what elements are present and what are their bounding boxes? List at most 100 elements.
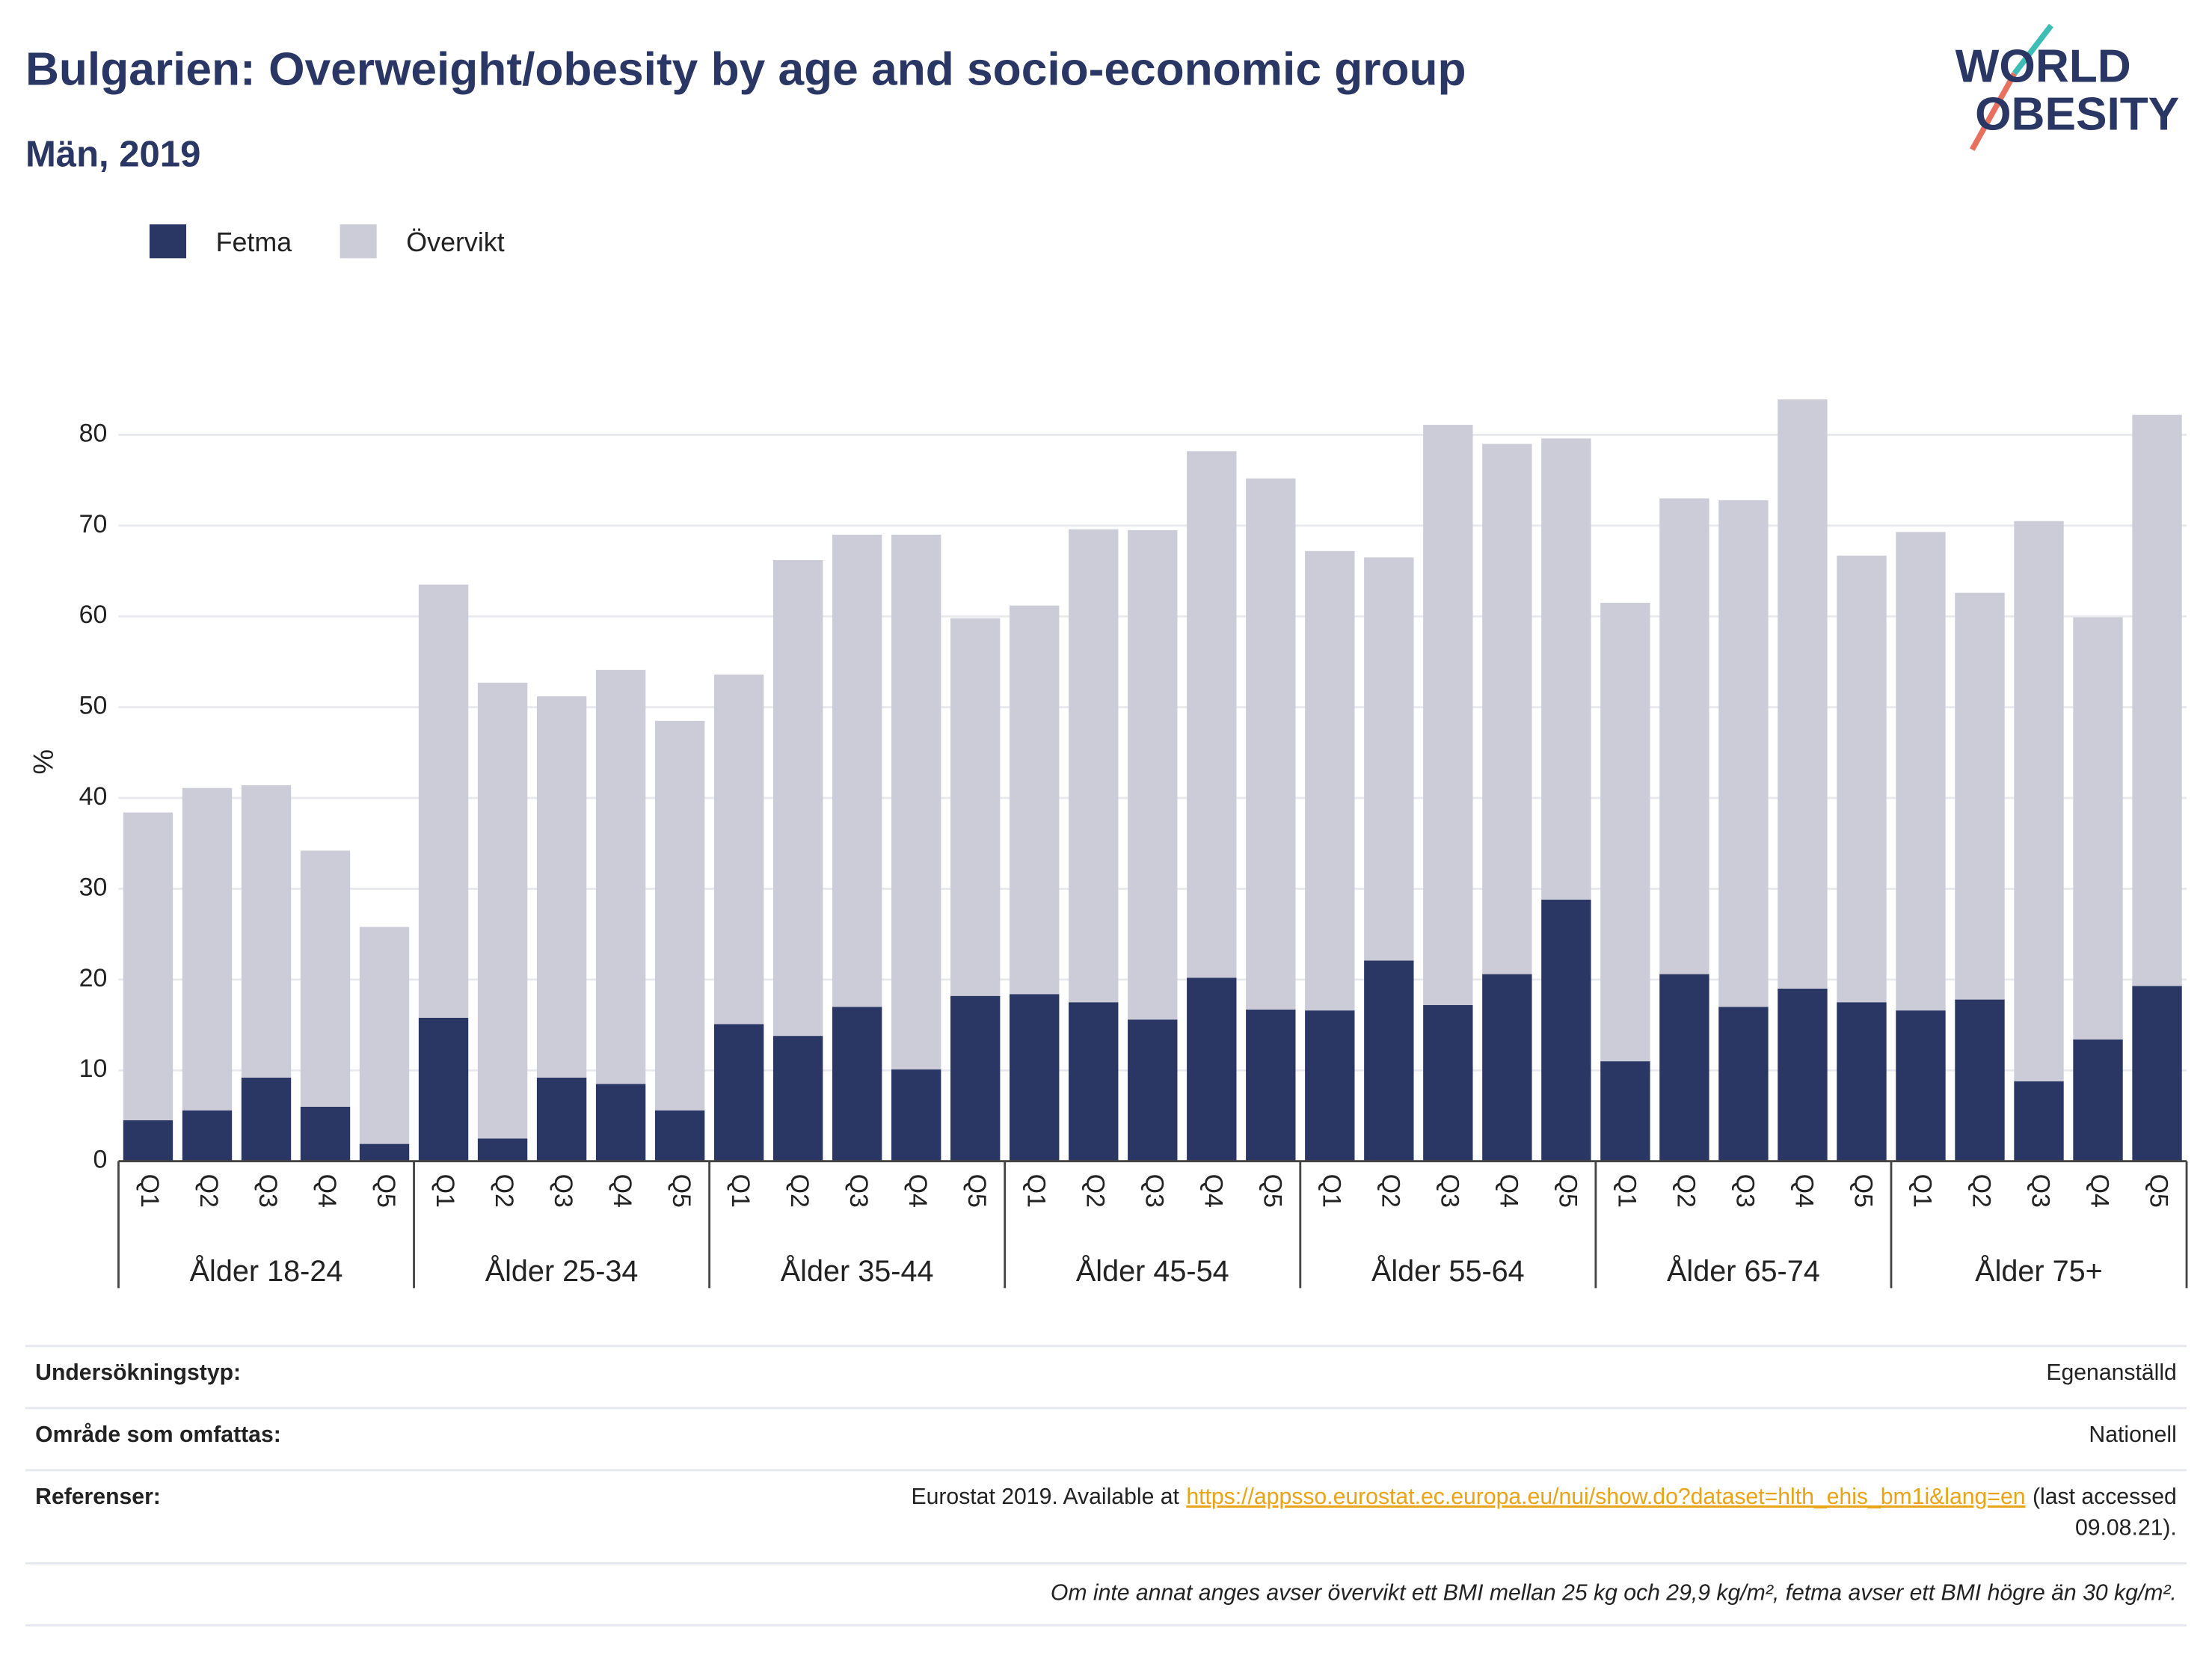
logo-slash [1970, 72, 2018, 151]
bar-segment [2073, 1039, 2123, 1161]
bar-segment [772, 559, 823, 1037]
legend-label: Övervikt [406, 227, 504, 257]
bar-segment [2014, 1081, 2064, 1161]
bar-segment [359, 927, 410, 1144]
bar-segment [536, 696, 587, 1078]
x-tick-label: Q3 [1140, 1174, 1168, 1208]
legend-label: Fetma [216, 227, 292, 257]
bar-segment [891, 534, 941, 1070]
y-tick-label: 20 [79, 964, 108, 992]
y-tick-label: 50 [79, 692, 108, 720]
footer-note: Om inte annat anges avser övervikt ett B… [1051, 1580, 2177, 1605]
chart-title: Bulgarien: Overweight/obesity by age and… [25, 43, 1466, 95]
bar-segment [241, 785, 292, 1078]
bar-segment [1837, 555, 1887, 1003]
x-tick-label: Q5 [2145, 1174, 2173, 1208]
bar-segment [654, 720, 705, 1111]
bar-segment [832, 534, 882, 1007]
bar-segment [1246, 1009, 1296, 1161]
legend-swatch [340, 224, 377, 259]
bar-segment [1069, 529, 1119, 1003]
bar-segment [1896, 532, 1946, 1011]
x-tick-label: Q3 [549, 1174, 577, 1208]
bar-segment [772, 1036, 823, 1161]
group-label: Ålder 18-24 [190, 1255, 343, 1288]
bar-segment [1482, 974, 1532, 1161]
y-tick-label: 30 [79, 873, 108, 901]
bar-segment [654, 1110, 705, 1161]
x-tick-label: Q1 [1612, 1174, 1641, 1208]
bar-segment [359, 1143, 410, 1161]
bar-segment [1128, 1019, 1178, 1161]
bar-segment [891, 1069, 941, 1161]
group-label: Ålder 75+ [1975, 1255, 2103, 1288]
bar-segment [713, 1024, 764, 1161]
x-tick-label: Q5 [667, 1174, 695, 1208]
y-tick-label: 80 [79, 419, 108, 447]
bar-segment [1364, 960, 1414, 1161]
bar-segment [123, 812, 173, 1121]
bar-segment [1246, 478, 1296, 1010]
x-tick-label: Q4 [608, 1174, 636, 1208]
y-tick-label: 70 [79, 510, 108, 538]
bar-segment [1600, 603, 1650, 1062]
bar-segment [1718, 1007, 1769, 1161]
x-tick-label: Q3 [254, 1174, 282, 1208]
bar-segment [1896, 1010, 1946, 1161]
bar-segment [418, 1017, 469, 1161]
x-tick-label: Q3 [1730, 1174, 1759, 1208]
bar-segment [1541, 900, 1591, 1161]
bar-segment [1778, 399, 1828, 989]
bar-segment [1423, 1004, 1473, 1161]
footer-label: Område som omfattas: [35, 1422, 281, 1447]
x-tick-label: Q4 [313, 1174, 341, 1208]
bar-segment [477, 682, 528, 1139]
bar-segment [1187, 451, 1237, 978]
reference-link[interactable]: https://appsso.eurostat.ec.europa.eu/nui… [1186, 1484, 2025, 1509]
logo-slash [2012, 23, 2053, 76]
bar-segment [1778, 988, 1828, 1161]
bar-segment [1364, 557, 1414, 961]
bar-segment [300, 1106, 351, 1161]
bar-segment [1128, 529, 1178, 1020]
x-tick-label: Q2 [490, 1174, 518, 1208]
bar-segment [1423, 425, 1473, 1005]
group-label: Ålder 55-64 [1371, 1255, 1525, 1288]
reference-suffix: 09.08.21). [2075, 1516, 2177, 1541]
bar-segment [1541, 438, 1591, 900]
bar-segment [2014, 521, 2064, 1081]
x-tick-label: Q1 [135, 1174, 164, 1208]
x-tick-label: Q4 [1789, 1174, 1818, 1208]
x-tick-label: Q1 [726, 1174, 755, 1208]
bar-segment [241, 1077, 292, 1161]
footer-label: Referenser: [35, 1484, 161, 1509]
bar-segment [1718, 500, 1769, 1007]
bar-segment [832, 1007, 882, 1161]
bar-segment [1482, 443, 1532, 974]
bar-segment [950, 618, 1001, 996]
bar-segment [1600, 1061, 1650, 1161]
y-tick-label: 0 [93, 1146, 107, 1174]
reference-line: Eurostat 2019. Available at https://appss… [911, 1484, 2176, 1509]
x-tick-label: Q4 [903, 1174, 932, 1208]
chart-subtitle: Män, 2019 [25, 135, 200, 175]
bar-segment [1305, 1010, 1355, 1161]
bar-segment [950, 995, 1001, 1161]
bar-segment [123, 1120, 173, 1161]
logo-text: OBESITY [1975, 89, 2179, 141]
reference-suffix: (last accessed [2033, 1484, 2177, 1509]
x-tick-label: Q4 [1199, 1174, 1227, 1208]
logo-text: WORLD [1956, 40, 2131, 92]
bar-segment [595, 669, 646, 1084]
x-tick-label: Q2 [1376, 1174, 1404, 1208]
footer-label: Undersökningstyp: [35, 1360, 241, 1385]
bar-segment [595, 1084, 646, 1161]
bar-segment [1187, 977, 1237, 1161]
bar-segment [1069, 1002, 1119, 1161]
x-tick-label: Q3 [1435, 1174, 1463, 1208]
bar-segment [2132, 414, 2182, 986]
group-label: Ålder 35-44 [781, 1255, 934, 1288]
x-tick-label: Q3 [2027, 1174, 2055, 1208]
bar-segment [477, 1138, 528, 1161]
